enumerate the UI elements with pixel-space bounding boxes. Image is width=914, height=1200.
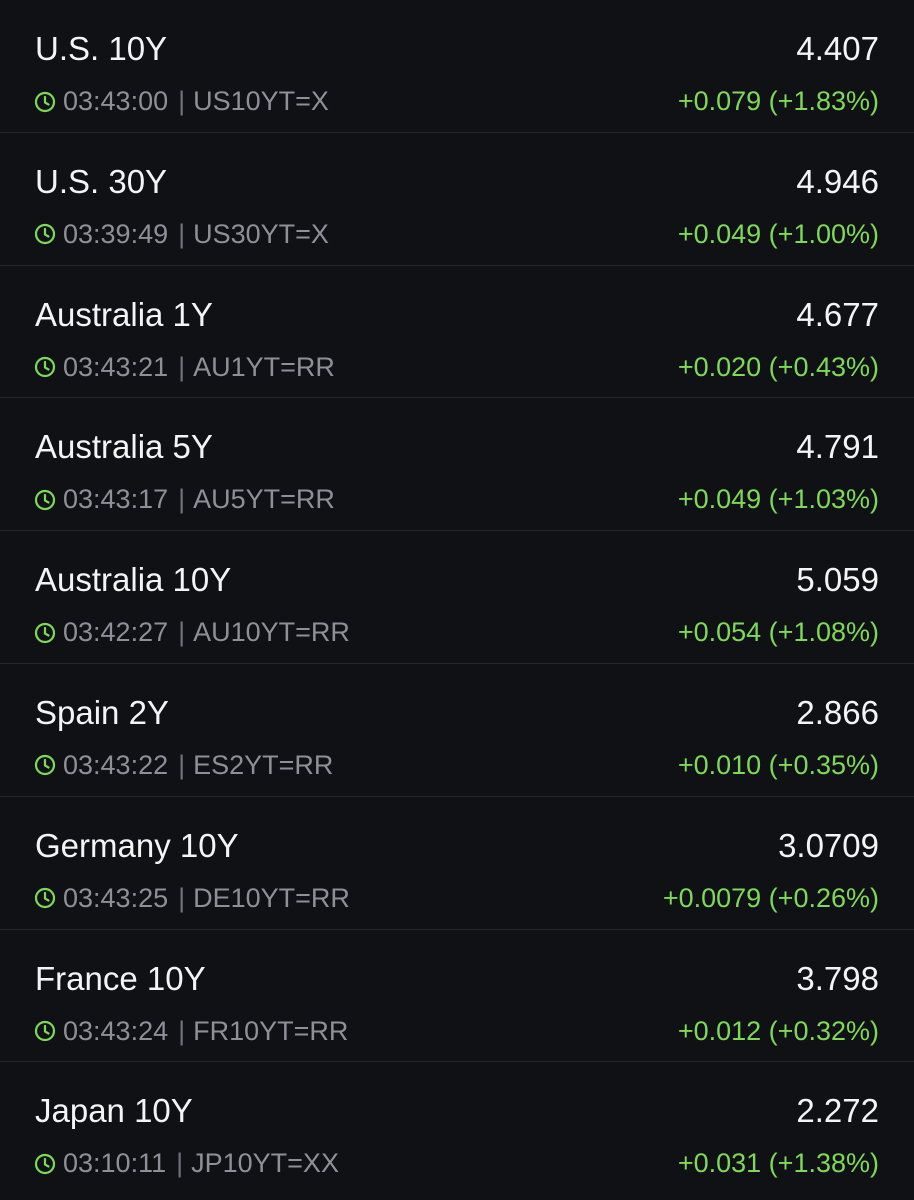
instrument-name: Germany 10Y bbox=[35, 826, 239, 864]
quote-row[interactable]: Australia 5Y 4.791 03:43:17 | AU5YT=RR +… bbox=[0, 398, 914, 532]
update-time: 03:39:49 bbox=[63, 218, 169, 249]
update-time: 03:43:22 bbox=[63, 749, 169, 780]
update-time: 03:43:25 bbox=[63, 882, 169, 913]
instrument-name: U.S. 10Y bbox=[35, 30, 168, 67]
quote-meta: 03:43:00 | US10YT=X bbox=[33, 86, 329, 117]
quote-row[interactable]: U.S. 10Y 4.407 03:43:00 | US10YT=X +0.07… bbox=[0, 0, 914, 133]
clock-icon bbox=[33, 488, 57, 512]
quote-meta: 03:43:21 | AU1YT=RR bbox=[33, 352, 335, 383]
last-price: 3.0709 bbox=[778, 826, 879, 864]
update-time: 03:43:17 bbox=[63, 484, 169, 515]
clock-icon bbox=[33, 355, 57, 379]
update-time: 03:43:21 bbox=[63, 351, 169, 382]
ticker-symbol: ES2YT=RR bbox=[193, 749, 334, 780]
price-change: +0.049 (+1.00%) bbox=[677, 218, 879, 249]
quote-row[interactable]: Australia 1Y 4.677 03:43:21 | AU1YT=RR +… bbox=[0, 266, 914, 399]
last-price: 4.946 bbox=[796, 162, 879, 200]
clock-icon bbox=[33, 1152, 57, 1176]
last-price: 2.866 bbox=[796, 693, 879, 731]
quote-meta: 03:10:11 | JP10YT=XX bbox=[33, 1148, 339, 1179]
instrument-name: Japan 10Y bbox=[35, 1092, 193, 1130]
price-change: +0.020 (+0.43%) bbox=[677, 351, 879, 382]
quote-meta: 03:43:22 | ES2YT=RR bbox=[33, 750, 333, 781]
price-change: +0.054 (+1.08%) bbox=[677, 617, 879, 648]
ticker-symbol: AU1YT=RR bbox=[193, 351, 335, 382]
ticker-symbol: US30YT=X bbox=[193, 218, 329, 249]
clock-icon bbox=[33, 90, 57, 114]
separator: | bbox=[178, 617, 186, 648]
separator: | bbox=[178, 749, 186, 780]
price-change: +0.049 (+1.03%) bbox=[677, 484, 879, 515]
clock-icon bbox=[33, 886, 57, 910]
ticker-symbol: US10YT=X bbox=[193, 86, 329, 116]
last-price: 4.791 bbox=[796, 428, 879, 466]
last-price: 4.677 bbox=[796, 295, 879, 333]
clock-icon bbox=[33, 222, 57, 246]
separator: | bbox=[178, 1015, 186, 1046]
instrument-name: U.S. 30Y bbox=[35, 162, 168, 200]
instrument-name: Australia 5Y bbox=[35, 428, 213, 466]
ticker-symbol: JP10YT=XX bbox=[191, 1148, 339, 1179]
separator: | bbox=[178, 484, 186, 515]
quote-row[interactable]: France 10Y 3.798 03:43:24 | FR10YT=RR +0… bbox=[0, 930, 914, 1063]
update-time: 03:42:27 bbox=[63, 617, 169, 648]
last-price: 2.272 bbox=[796, 1092, 879, 1130]
last-price: 4.407 bbox=[796, 30, 879, 67]
quote-meta: 03:43:24 | FR10YT=RR bbox=[33, 1016, 348, 1047]
separator: | bbox=[178, 218, 186, 249]
quote-row[interactable]: Japan 10Y 2.272 03:10:11 | JP10YT=XX +0.… bbox=[0, 1062, 914, 1195]
quote-meta: 03:43:17 | AU5YT=RR bbox=[33, 484, 335, 515]
price-change: +0.079 (+1.83%) bbox=[677, 86, 879, 116]
quote-row[interactable]: U.S. 30Y 4.946 03:39:49 | US30YT=X +0.04… bbox=[0, 133, 914, 266]
ticker-symbol: DE10YT=RR bbox=[193, 882, 350, 913]
separator: | bbox=[178, 882, 186, 913]
separator: | bbox=[178, 351, 186, 382]
quote-row[interactable]: Australia 10Y 5.059 03:42:27 | AU10YT=RR… bbox=[0, 531, 914, 664]
update-time: 03:43:00 bbox=[63, 86, 169, 116]
quote-meta: 03:42:27 | AU10YT=RR bbox=[33, 617, 350, 648]
quote-meta: 03:39:49 | US30YT=X bbox=[33, 219, 329, 250]
instrument-name: Spain 2Y bbox=[35, 693, 169, 731]
quote-row[interactable]: Spain 2Y 2.866 03:43:22 | ES2YT=RR +0.01… bbox=[0, 664, 914, 797]
clock-icon bbox=[33, 753, 57, 777]
separator: | bbox=[178, 86, 186, 116]
instrument-name: Australia 1Y bbox=[35, 295, 213, 333]
ticker-symbol: FR10YT=RR bbox=[193, 1015, 349, 1046]
ticker-symbol: AU10YT=RR bbox=[193, 617, 350, 648]
update-time: 03:10:11 bbox=[63, 1148, 167, 1179]
ticker-symbol: AU5YT=RR bbox=[193, 484, 335, 515]
quote-row[interactable]: Germany 10Y 3.0709 03:43:25 | DE10YT=RR … bbox=[0, 797, 914, 930]
last-price: 3.798 bbox=[796, 959, 879, 997]
price-change: +0.0079 (+0.26%) bbox=[662, 882, 879, 913]
update-time: 03:43:24 bbox=[63, 1015, 169, 1046]
last-price: 5.059 bbox=[796, 561, 879, 599]
price-change: +0.031 (+1.38%) bbox=[677, 1148, 879, 1179]
clock-icon bbox=[33, 621, 57, 645]
quote-meta: 03:43:25 | DE10YT=RR bbox=[33, 883, 350, 914]
instrument-name: France 10Y bbox=[35, 959, 206, 997]
price-change: +0.010 (+0.35%) bbox=[677, 749, 879, 780]
clock-icon bbox=[33, 1019, 57, 1043]
price-change: +0.012 (+0.32%) bbox=[677, 1015, 879, 1046]
instrument-name: Australia 10Y bbox=[35, 561, 232, 599]
separator: | bbox=[176, 1148, 184, 1179]
